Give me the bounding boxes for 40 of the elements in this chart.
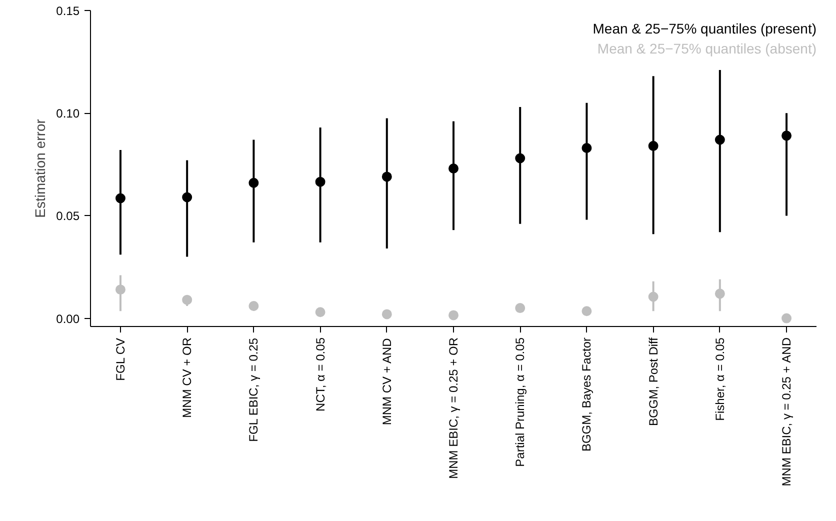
point (714, 134, 725, 145)
text: Mean & 25−75% quantiles (present) (592, 20, 817, 36)
y-axis-title: Estimation error (32, 118, 48, 218)
x-tick-label: Fisher, α = 0.05 (712, 337, 727, 421)
point (582, 306, 592, 316)
point (648, 140, 658, 151)
point (515, 303, 526, 314)
point (315, 307, 326, 318)
point (714, 288, 725, 299)
point (315, 176, 326, 187)
point (182, 294, 192, 305)
point (382, 309, 392, 320)
x-tick-label: Partial Pruning, α = 0.05 (513, 337, 528, 467)
x-tick-label: MNM CV + OR (180, 337, 194, 418)
x-tick-label: MNM CV + AND (380, 338, 394, 426)
point (515, 153, 526, 164)
y-tick-label: 0.10 (56, 106, 80, 121)
x-tick-label: MNM EBIC, γ = 0.25 + OR (446, 337, 460, 479)
x-tick-label: FGL CV (113, 338, 128, 381)
text: Mean & 25−75% quantiles (absent) (597, 40, 817, 56)
point (782, 130, 792, 141)
point (382, 172, 392, 182)
point (115, 193, 126, 204)
point (182, 192, 192, 202)
point (115, 284, 126, 295)
y-tick-label: 0.05 (56, 209, 80, 224)
point (448, 310, 458, 320)
point (782, 313, 792, 324)
x-tick-label: BGGM, Post Diff (646, 336, 660, 426)
x-tick-label: FGL EBIC, γ = 0.25 (246, 338, 261, 442)
x-tick-label: NCT, α = 0.05 (313, 337, 328, 412)
y-tick-label: 0.15 (56, 4, 80, 18)
x-tick-label: BGGM, Bayes Factor (580, 337, 594, 452)
point (248, 300, 259, 311)
point (448, 164, 458, 174)
point (582, 142, 592, 153)
x-tick-label: MNM EBIC, γ = 0.25 + AND (780, 337, 794, 486)
point (248, 178, 259, 188)
point (648, 292, 658, 302)
y-tick-label: 0.00 (56, 312, 80, 326)
